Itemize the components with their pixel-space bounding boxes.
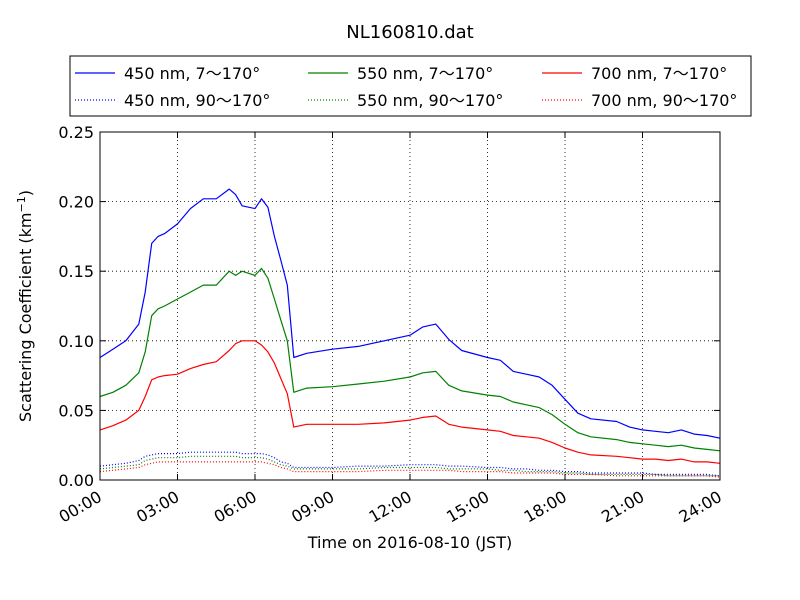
x-tick-label: 24:00 bbox=[676, 487, 725, 527]
legend-label: 450 nm, 7～170° bbox=[124, 64, 260, 83]
y-tick-label: 0.15 bbox=[58, 262, 94, 281]
y-tick-label: 0.05 bbox=[58, 401, 94, 420]
series-line bbox=[99, 461, 721, 478]
legend-label: 550 nm, 7～170° bbox=[357, 64, 493, 83]
plot-area bbox=[99, 188, 721, 478]
y-tick-label: 0.20 bbox=[58, 193, 94, 212]
x-tick-label: 18:00 bbox=[521, 487, 570, 527]
legend-label: 700 nm, 7～170° bbox=[591, 64, 727, 83]
y-tick-label: 0.00 bbox=[58, 471, 94, 490]
y-tick-label: 0.10 bbox=[58, 332, 94, 351]
x-tick-label: 03:00 bbox=[133, 487, 182, 527]
x-tick-label: 21:00 bbox=[598, 487, 647, 527]
legend-label: 550 nm, 90～170° bbox=[357, 91, 503, 110]
x-axis-label: Time on 2016-08-10 (JST) bbox=[307, 533, 512, 552]
legend-frame bbox=[69, 55, 752, 117]
legend: 450 nm, 7～170° 550 nm, 7～170° 700 nm, 7～17… bbox=[69, 55, 752, 117]
x-tick-label: 09:00 bbox=[288, 487, 337, 527]
x-tick-label: 12:00 bbox=[366, 487, 415, 527]
series-line bbox=[99, 188, 721, 439]
series-line bbox=[99, 451, 721, 477]
x-tick-label: 15:00 bbox=[443, 487, 492, 527]
chart-title: NL160810.dat bbox=[346, 22, 473, 43]
series-line bbox=[99, 267, 721, 452]
axis-ticks: 00:00 03:00 06:00 09:00 12:00 15:00 18:00 21:00… bbox=[56, 123, 725, 527]
y-axis-label: Scattering Coefficient (km−1) bbox=[15, 190, 35, 422]
x-tick-label: 00:00 bbox=[56, 487, 105, 527]
x-tick-label: 06:00 bbox=[211, 487, 260, 527]
grid bbox=[100, 132, 720, 480]
y-tick-label: 0.25 bbox=[58, 123, 94, 142]
legend-label: 450 nm, 90～170° bbox=[124, 91, 270, 110]
legend-label: 700 nm, 90～170° bbox=[591, 91, 737, 110]
series-line bbox=[99, 340, 721, 464]
